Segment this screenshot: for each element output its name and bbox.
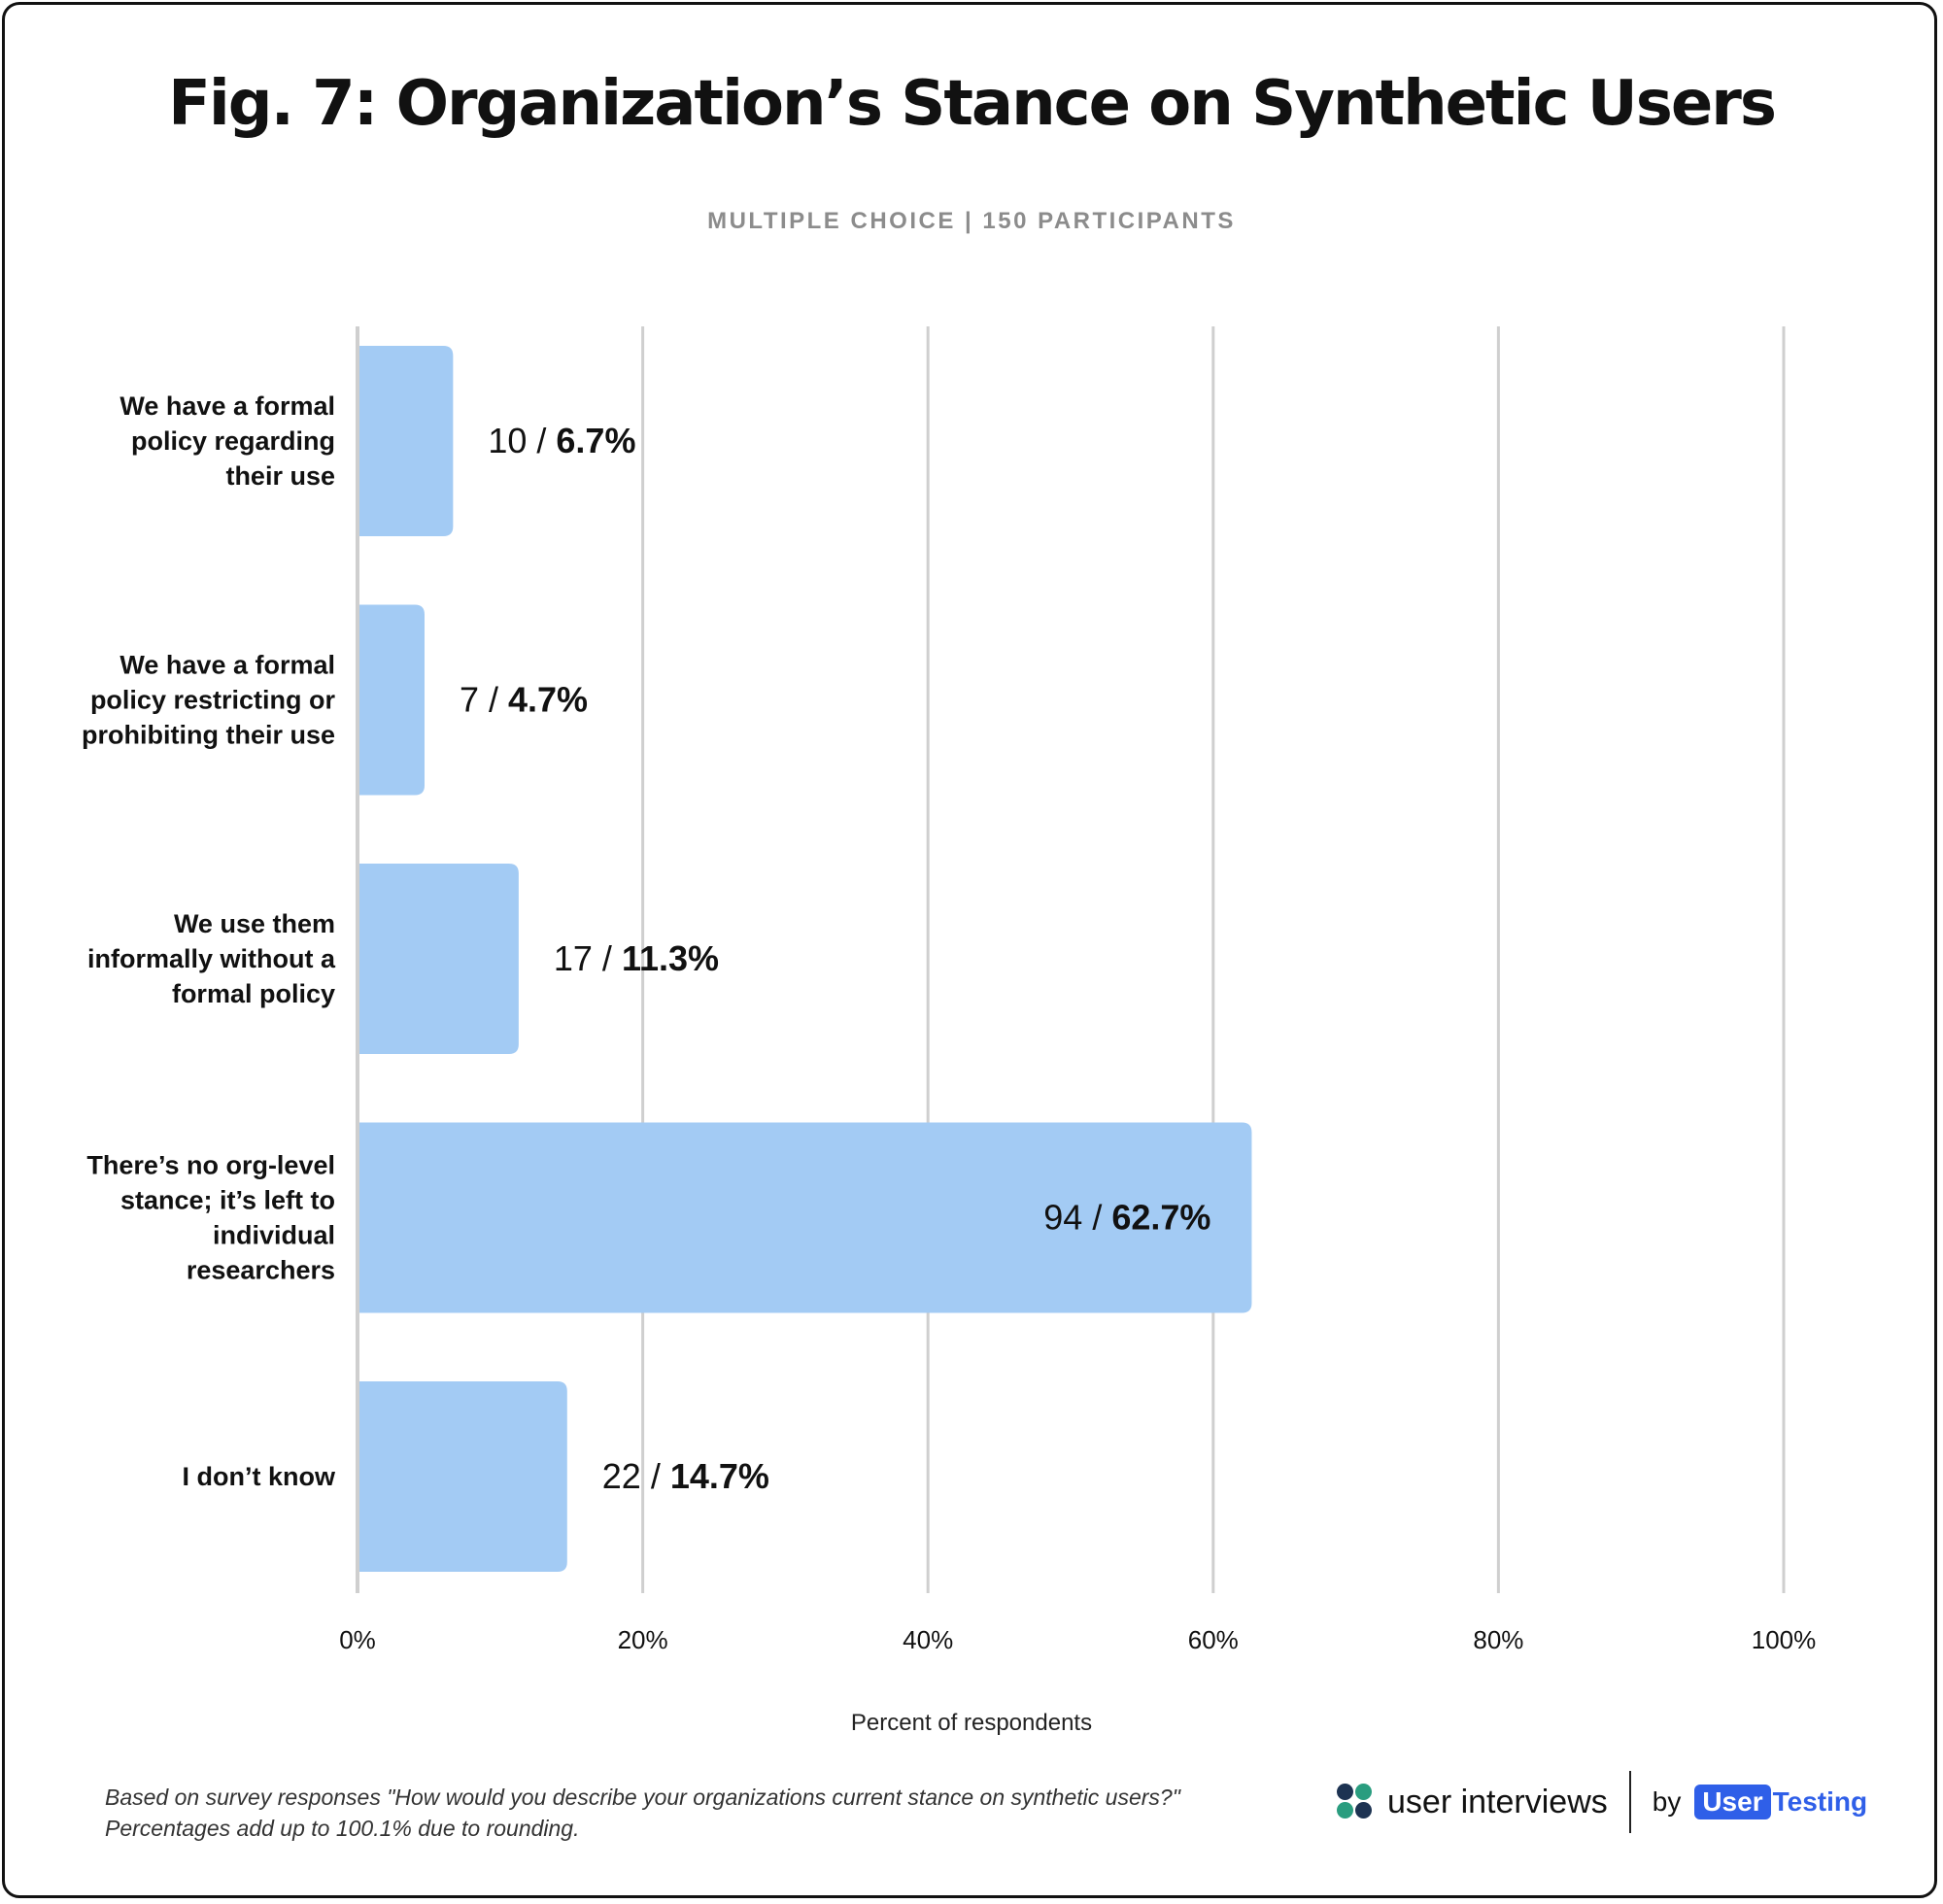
bar-value-label: 7 / 4.7% xyxy=(460,680,588,720)
figure-number: Fig. 7: xyxy=(162,68,383,140)
category-label: informally without a xyxy=(87,944,336,973)
bar-value-label: 22 / 14.7% xyxy=(602,1456,769,1496)
bar xyxy=(358,346,454,536)
category-label: policy regarding xyxy=(131,426,335,456)
user-interviews-logo-icon xyxy=(1337,1784,1374,1820)
category-label: There’s no org-level xyxy=(86,1151,335,1180)
chart-title-text: Organization’s Stance on Synthetic Users xyxy=(395,68,1777,140)
category-label: policy restricting or xyxy=(90,686,336,715)
category-label: We have a formal xyxy=(119,651,335,680)
bar xyxy=(358,1381,567,1572)
chart-subtitle: MULTIPLE CHOICE | 150 PARTICIPANTS xyxy=(707,208,1236,234)
branding: user interviews by User Testing xyxy=(1337,1768,1867,1836)
x-tick-label: 80% xyxy=(1473,1625,1523,1654)
category-label: their use xyxy=(225,461,335,491)
category-label: I don’t know xyxy=(183,1462,336,1491)
x-tick-label: 100% xyxy=(1752,1625,1817,1654)
category-label: individual xyxy=(213,1221,335,1250)
bar xyxy=(358,604,425,796)
chart-title: Fig. 7: Organization’s Stance on Synthet… xyxy=(0,68,1943,140)
category-label: We use them xyxy=(174,909,335,938)
bar xyxy=(358,1122,1252,1313)
usertesting-logo-text: Testing xyxy=(1772,1786,1868,1817)
x-tick-label: 20% xyxy=(618,1625,668,1654)
brand-divider xyxy=(1628,1771,1631,1833)
category-label: formal policy xyxy=(172,979,335,1008)
x-tick-label: 40% xyxy=(903,1625,953,1654)
brand-name: user interviews xyxy=(1387,1783,1608,1820)
bar-value-label: 10 / 6.7% xyxy=(488,421,635,460)
category-label: We have a formal xyxy=(119,391,335,421)
category-label: prohibiting their use xyxy=(82,721,335,750)
bar-value-label: 17 / 11.3% xyxy=(554,938,719,978)
category-label: researchers xyxy=(187,1256,335,1285)
brand-by: by xyxy=(1652,1786,1682,1817)
x-tick-label: 60% xyxy=(1188,1625,1239,1654)
x-tick-label: 0% xyxy=(339,1625,376,1654)
usertesting-logo: User Testing xyxy=(1694,1785,1867,1819)
category-label: stance; it’s left to xyxy=(120,1186,335,1215)
footnote: Based on survey responses "How would you… xyxy=(105,1785,1180,1841)
x-axis-label: Percent of respondents xyxy=(850,1710,1093,1736)
usertesting-logo-box: User xyxy=(1694,1785,1771,1819)
bar xyxy=(358,864,519,1054)
bar-value-label: 94 / 62.7% xyxy=(1043,1198,1210,1238)
